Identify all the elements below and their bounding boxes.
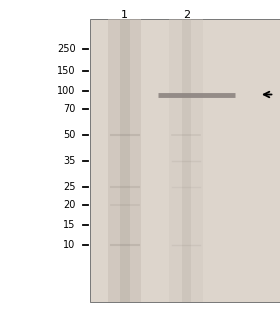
Text: 2: 2: [183, 10, 190, 20]
Text: 70: 70: [63, 104, 76, 114]
Text: 100: 100: [57, 86, 76, 96]
Text: 50: 50: [63, 130, 76, 140]
Text: 1: 1: [121, 10, 128, 20]
Bar: [108, 19, 141, 302]
Text: 25: 25: [63, 182, 76, 192]
Bar: [169, 19, 203, 302]
Bar: [90, 19, 280, 302]
Text: 15: 15: [63, 220, 76, 230]
Text: 35: 35: [63, 156, 76, 166]
Bar: [182, 19, 191, 302]
Text: 250: 250: [57, 44, 76, 54]
Text: 20: 20: [63, 200, 76, 210]
Bar: [120, 19, 130, 302]
Text: 150: 150: [57, 66, 76, 76]
Text: 10: 10: [63, 240, 76, 250]
